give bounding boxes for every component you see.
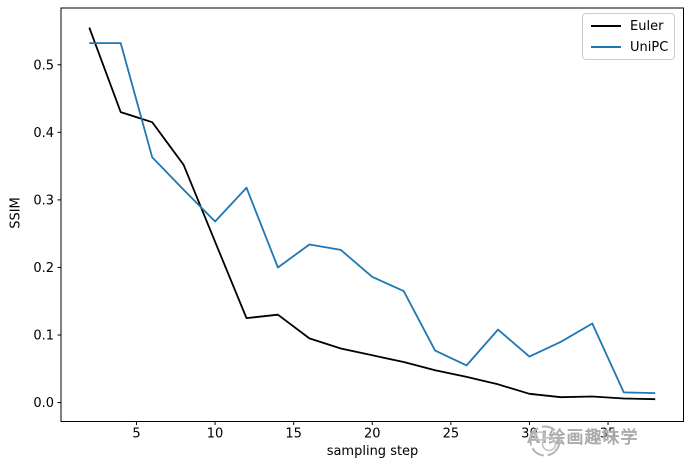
y-axis-tick-label: 0.4 xyxy=(33,126,54,141)
unipc-line-swatch xyxy=(591,46,621,48)
x-axis-tick-label: 15 xyxy=(285,427,302,442)
x-axis-tick-label: 25 xyxy=(443,427,460,442)
x-axis-tick-label: 20 xyxy=(364,427,381,442)
legend: Euler UniPC xyxy=(582,13,675,60)
y-axis-tick-label: 0.0 xyxy=(33,396,54,411)
axes-spines xyxy=(60,7,684,422)
y-axis-tick-label: 0.3 xyxy=(33,193,54,208)
x-axis-label: sampling step xyxy=(326,444,419,459)
x-axis-tick-label: 30 xyxy=(521,427,538,442)
y-axis-tick-label: 0.1 xyxy=(33,329,54,344)
x-axis-tick-label: 5 xyxy=(132,427,140,442)
legend-label: UniPC xyxy=(630,39,669,55)
series-line-unipc xyxy=(89,42,656,394)
series-line-euler xyxy=(88,27,656,401)
euler-line-swatch xyxy=(591,25,621,27)
y-axis-label: SSIM xyxy=(8,197,24,229)
x-axis-tick-label: 10 xyxy=(207,427,224,442)
legend-item-euler: Euler xyxy=(591,17,666,35)
y-axis-tick-label: 0.5 xyxy=(33,58,54,73)
y-axis-tick-label: 0.2 xyxy=(33,261,54,276)
x-axis-tick-label: 35 xyxy=(600,427,617,442)
legend-label: Euler xyxy=(630,18,664,34)
legend-item-unipc: UniPC xyxy=(591,38,669,56)
